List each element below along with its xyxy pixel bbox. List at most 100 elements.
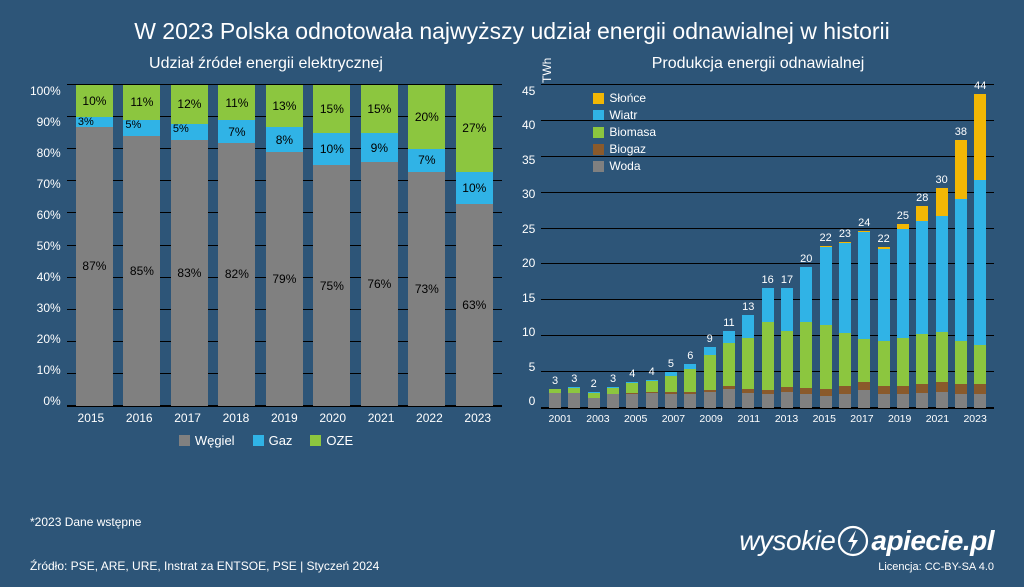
left-legend: WęgielGazOZE	[30, 433, 502, 448]
logo: wysokie apiecie.pl	[739, 525, 994, 557]
bar-segment	[762, 394, 774, 408]
bar-segment: 13%	[266, 85, 303, 127]
bar-segment	[897, 229, 909, 337]
bar-segment	[820, 325, 832, 390]
bar-segment	[588, 392, 600, 393]
bar-segment: 8%	[266, 127, 303, 153]
bar-segment	[858, 382, 870, 390]
bar-segment	[839, 243, 851, 333]
bar-segment: 7%	[218, 120, 255, 142]
bar-total-label: 38	[955, 126, 967, 138]
bar-total-label: 3	[571, 373, 577, 385]
bar-segment	[704, 392, 716, 408]
bar-segment	[858, 232, 870, 339]
bar-total-label: 24	[858, 217, 870, 229]
bar-segment: 10%	[76, 85, 113, 117]
bar-total-label: 9	[707, 333, 713, 345]
bar-segment	[665, 376, 677, 393]
bar-segment	[800, 388, 812, 394]
bar-group: 30	[932, 85, 951, 408]
bar-group: 87%3%10%	[71, 85, 118, 406]
left-chart-title: Udział źródeł energii elektrycznej	[30, 55, 502, 73]
bar-segment: 79%	[266, 152, 303, 406]
bar-segment	[665, 392, 677, 393]
bar-group: 4	[642, 85, 661, 408]
bar-segment	[568, 393, 580, 408]
bar-total-label: 5	[668, 358, 674, 370]
bar-total-label: 25	[897, 210, 909, 222]
bar-segment	[723, 389, 735, 408]
bar-group: 20	[797, 85, 816, 408]
footer: Źródło: PSE, ARE, URE, Instrat za ENTSOE…	[30, 525, 994, 573]
bar-segment: 73%	[408, 172, 445, 406]
bar-total-label: 22	[877, 233, 889, 245]
left-y-axis: 100%90%80%70%60%50%40%30%20%10%0%	[30, 85, 67, 425]
bar-group: 11	[719, 85, 738, 408]
bar-segment	[607, 387, 619, 388]
left-chart: Udział źródeł energii elektrycznej 100%9…	[30, 55, 502, 448]
bar-group: 22	[816, 85, 835, 408]
bar-group: 2	[584, 85, 603, 408]
right-chart-title: Produkcja energii odnawialnej	[522, 55, 994, 73]
bar-segment	[936, 382, 948, 391]
bar-segment	[820, 247, 832, 325]
charts-row: Udział źródeł energii elektrycznej 100%9…	[0, 55, 1024, 448]
bar-segment	[723, 386, 735, 389]
bar-group: 75%10%15%	[308, 85, 355, 406]
bar-segment	[568, 387, 580, 388]
bar-group: 3	[545, 85, 564, 408]
bar-total-label: 2	[591, 378, 597, 390]
bar-segment	[936, 216, 948, 332]
bar-segment	[974, 180, 986, 345]
bar-segment	[607, 394, 619, 408]
bar-segment	[820, 389, 832, 395]
bar-total-label: 13	[742, 301, 754, 313]
bar-total-label: 30	[935, 174, 947, 186]
bar-segment	[646, 380, 658, 381]
left-plot-area: 87%3%10%85%5%11%83%5%12%82%7%11%79%8%13%…	[67, 85, 502, 407]
bar-segment	[916, 393, 928, 408]
bar-segment	[684, 364, 696, 370]
bar-segment	[665, 372, 677, 376]
bar-segment: 10%	[313, 133, 350, 165]
bar-segment	[955, 384, 967, 393]
bar-group: 3	[603, 85, 622, 408]
bar-segment: 20%	[408, 85, 445, 149]
bar-segment	[858, 390, 870, 408]
bar-segment: 5%	[123, 120, 160, 136]
bar-segment	[916, 334, 928, 384]
bar-segment	[916, 206, 928, 220]
bar-group: 25	[893, 85, 912, 408]
bar-segment: 7%	[408, 149, 445, 171]
main-title: W 2023 Polska odnotowała najwyższy udzia…	[0, 0, 1024, 55]
bar-segment: 3%	[76, 117, 113, 127]
bar-segment: 11%	[123, 85, 160, 120]
legend-item: Węgiel	[179, 433, 235, 448]
bar-group: 13	[739, 85, 758, 408]
bar-segment	[878, 386, 890, 394]
bar-group: 38	[951, 85, 970, 408]
bar-total-label: 23	[839, 228, 851, 240]
bar-segment	[955, 140, 967, 199]
bar-total-label: 11	[723, 317, 734, 329]
bar-segment: 85%	[123, 136, 160, 406]
bar-total-label: 28	[916, 192, 928, 204]
bar-segment: 12%	[171, 85, 208, 124]
bar-segment	[549, 389, 561, 393]
bar-group: 6	[681, 85, 700, 408]
bar-segment	[588, 398, 600, 408]
bar-segment: 5%	[171, 124, 208, 140]
bar-segment	[781, 392, 793, 408]
bar-segment	[781, 331, 793, 387]
bar-segment	[916, 221, 928, 334]
bar-group: 3	[565, 85, 584, 408]
bar-segment	[723, 343, 735, 386]
bar-segment	[839, 333, 851, 386]
bar-segment	[878, 249, 890, 341]
bar-segment: 10%	[456, 172, 493, 204]
bar-segment	[684, 369, 696, 392]
right-x-labels: 2001200320052007200920112013201520172019…	[541, 409, 994, 425]
bar-segment	[607, 388, 619, 394]
bar-segment	[762, 390, 774, 394]
right-y-title: TWh	[540, 58, 554, 83]
